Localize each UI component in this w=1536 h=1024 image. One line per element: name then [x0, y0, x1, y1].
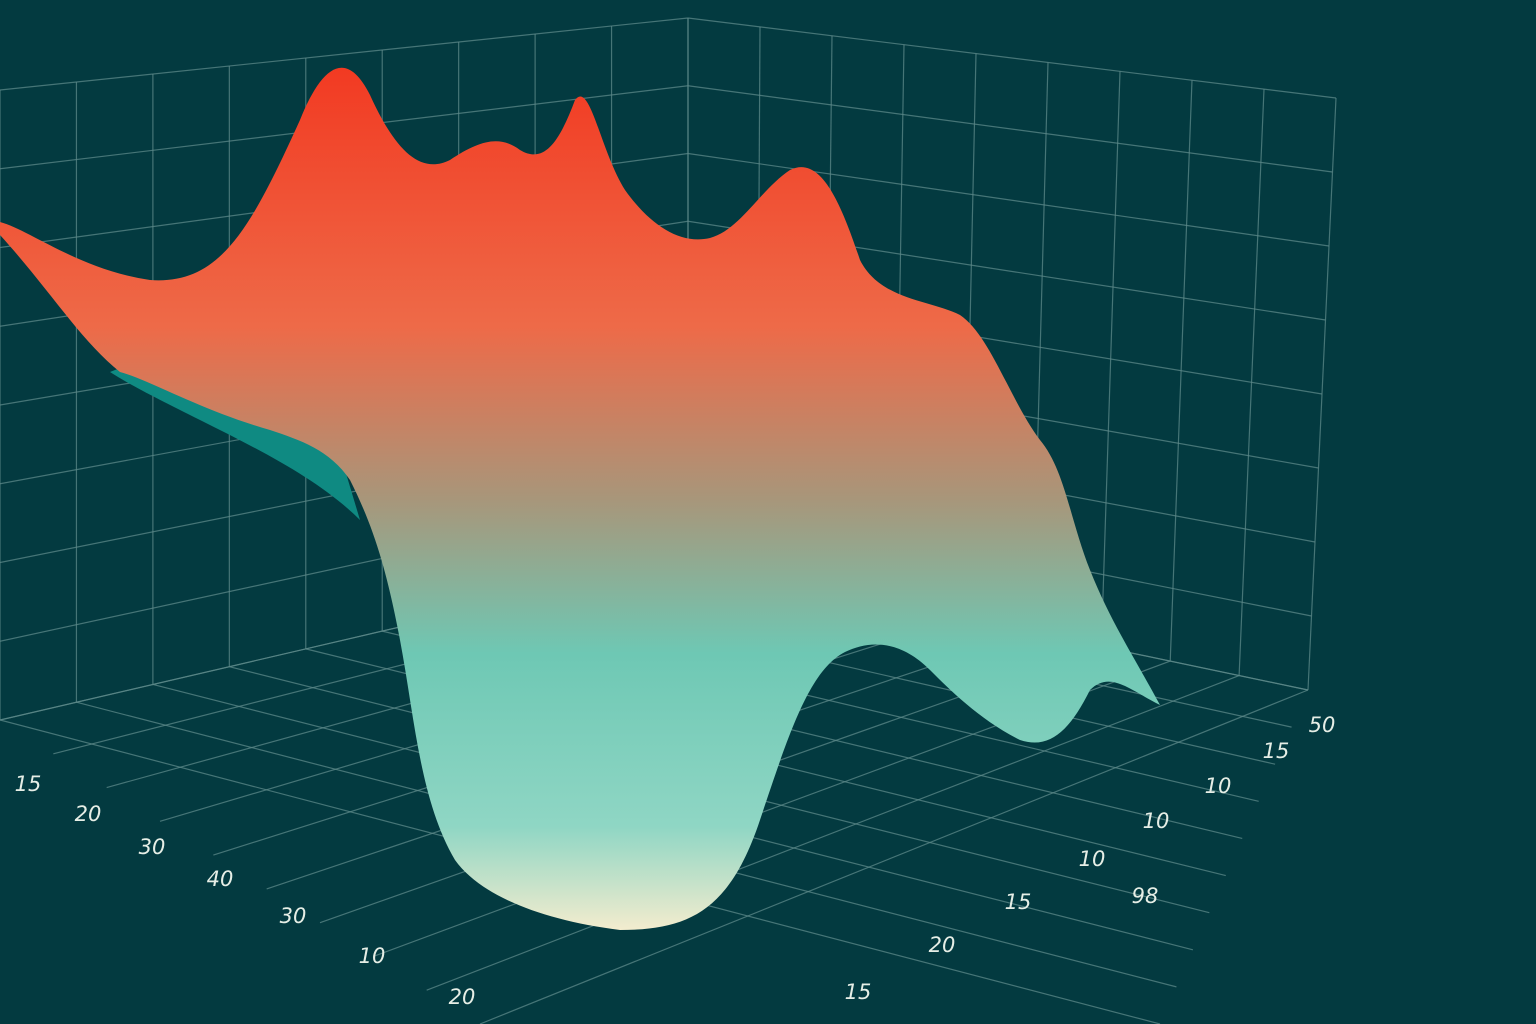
x-tick-label: 15: [15, 772, 42, 796]
grid-line: [479, 689, 1309, 1024]
grid-line: [687, 17, 1337, 99]
x-tick-label: 40: [207, 867, 234, 891]
surface: [0, 67, 1160, 931]
grid-line: [0, 17, 689, 91]
y-tick-label: 15: [1263, 739, 1290, 763]
grid-line: [426, 674, 1240, 991]
y-tick-label: 15: [845, 980, 872, 1004]
tick-labels: 15 20 30 40 30 10 20 50 15 10 10 10 98 15 20 15: [15, 713, 1336, 1009]
y-tick-label: 10: [1205, 774, 1232, 798]
x-tick-label: 20: [75, 802, 102, 826]
y-tick-label: 10: [1143, 809, 1170, 833]
grid-line: [687, 85, 1333, 173]
x-tick-label: 30: [139, 835, 166, 859]
x-tick-label: 30: [280, 904, 307, 928]
y-tick-label: 15: [1005, 890, 1032, 914]
y-tick-label: 50: [1309, 713, 1336, 737]
x-tick-label: 20: [449, 985, 476, 1009]
x-tick-label: 10: [359, 944, 386, 968]
y-tick-label: 98: [1132, 884, 1159, 908]
y-tick-label: 20: [929, 933, 956, 957]
y-tick-label: 10: [1079, 847, 1106, 871]
